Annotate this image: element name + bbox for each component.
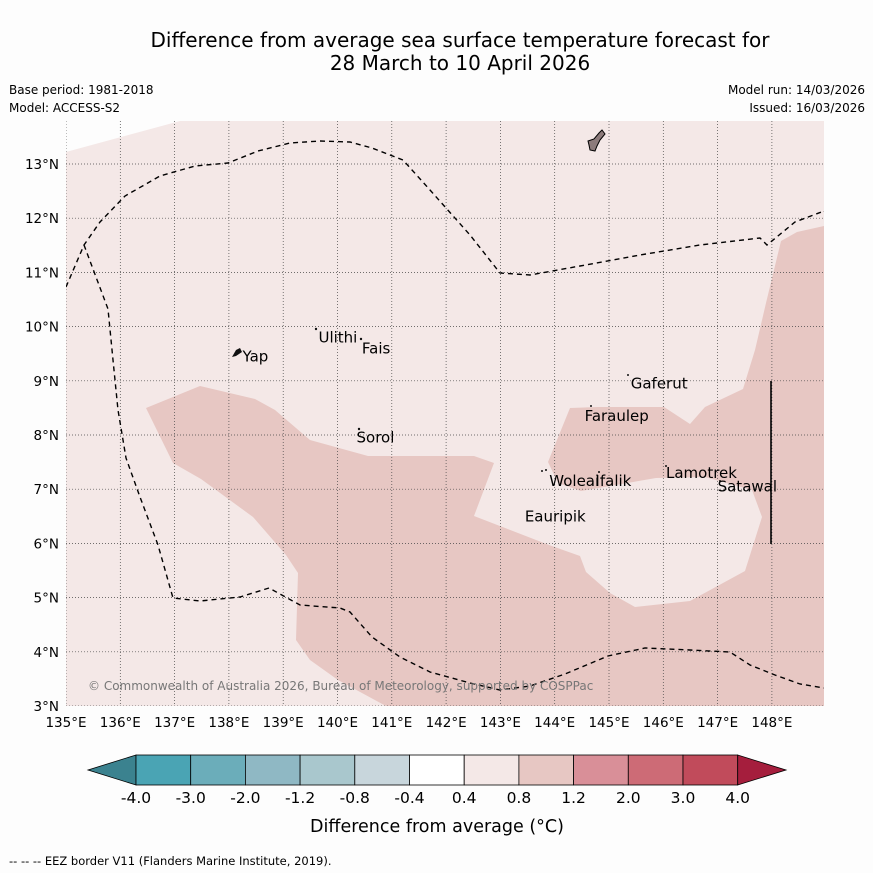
copyright-notice: © Commonwealth of Australia 2026, Bureau… — [88, 679, 593, 693]
colorbar-segment — [518, 754, 575, 786]
place-label-yap: Yap — [241, 347, 268, 365]
y-tick-label: 11°N — [25, 265, 59, 281]
y-tick-label: 10°N — [25, 320, 59, 336]
y-axis-ticks: 3°N 4°N 5°N 6°N 7°N 8°N 9°N 10°N 11°N 12°N 13°N — [25, 157, 59, 715]
y-tick-label: 5°N — [34, 591, 59, 607]
x-tick-label: 138°E — [208, 715, 249, 731]
anomaly-region-south — [146, 226, 824, 706]
x-axis-ticks: 135°E 136°E 137°E 138°E 139°E 140°E 141°E 142°E… — [45, 715, 792, 731]
y-tick-label: 8°N — [34, 428, 59, 444]
colorbar-title: Difference from average (°C) — [310, 817, 564, 837]
colorbar-tick-label: -0.4 — [394, 789, 424, 807]
place-label-fais: Fais — [362, 339, 391, 357]
eez-border — [66, 140, 824, 691]
y-tick-label: 13°N — [25, 157, 59, 173]
gaferut-island — [627, 374, 629, 376]
model-run: Model run: 14/03/2026 — [727, 83, 865, 97]
colorbar: -4.0 -3.0 -2.0 -1.2 -0.8 -0.4 0.4 0.8 1.2 2.0 3.0 4… — [86, 754, 788, 807]
map-corner-blank — [0, 0, 200, 121]
x-tick-label: 147°E — [697, 715, 738, 731]
colorbar-segment — [354, 754, 410, 786]
colorbar-tick-label: 4.0 — [725, 789, 750, 807]
satawal-island — [719, 480, 721, 482]
lamotrek-atoll — [665, 465, 667, 467]
place-label-eauripik: Eauripik — [525, 507, 586, 525]
colorbar-tick-label: -2.0 — [230, 789, 260, 807]
colorbar-tick-label: -4.0 — [121, 789, 151, 807]
map-title-line2: 28 March to 10 April 2026 — [329, 51, 591, 75]
guam-island — [587, 129, 606, 152]
place-label-gaferut: Gaferut — [631, 375, 688, 393]
colorbar-segment — [244, 754, 301, 786]
colorbar-tick-label: 0.8 — [507, 789, 532, 807]
yap-island — [232, 348, 242, 357]
woleai-atoll-2 — [545, 469, 547, 471]
y-tick-label: 6°N — [34, 536, 59, 552]
colorbar-segment — [299, 754, 356, 786]
y-tick-label: 7°N — [34, 482, 59, 498]
x-tick-label: 144°E — [534, 715, 575, 731]
colorbar-extend-low — [86, 754, 137, 786]
place-label-satawal: Satawal — [718, 477, 777, 495]
ifalik-atoll — [598, 471, 600, 473]
x-tick-label: 142°E — [426, 715, 467, 731]
x-tick-label: 140°E — [317, 715, 358, 731]
fais-island — [359, 337, 363, 341]
x-tick-label: 139°E — [263, 715, 304, 731]
colorbar-tick-label: -3.0 — [176, 789, 206, 807]
colorbar-segment — [409, 754, 465, 786]
place-label-ifalik: Ifalik — [595, 472, 631, 490]
colorbar-tick-label: 2.0 — [616, 789, 641, 807]
colorbar-segment — [682, 754, 739, 786]
colorbar-extend-high — [737, 754, 788, 786]
map-grid — [66, 121, 824, 706]
x-tick-label: 143°E — [480, 715, 521, 731]
colorbar-segment — [627, 754, 684, 786]
x-tick-label: 135°E — [45, 715, 86, 731]
place-labels: Yap Ulithi Fais Gaferut Faraulep Sorol WoleaiI… — [241, 328, 777, 525]
x-tick-label: 137°E — [154, 715, 195, 731]
map-area: Yap Ulithi Fais Gaferut Faraulep Sorol WoleaiI… — [0, 0, 824, 706]
x-tick-label: 146°E — [643, 715, 684, 731]
y-tick-label: 3°N — [34, 699, 59, 715]
x-tick-label: 145°E — [588, 715, 629, 731]
x-tick-label: 148°E — [751, 715, 792, 731]
map-corner-mask — [66, 121, 180, 152]
issued-date: Issued: 16/03/2026 — [749, 101, 865, 115]
model-name: Model: ACCESS-S2 — [9, 101, 121, 115]
colorbar-segment — [190, 754, 246, 786]
base-period: Base period: 1981-2018 — [9, 83, 154, 97]
place-label-ulithi: Ulithi — [318, 328, 357, 346]
colorbar-tick-label: 3.0 — [671, 789, 696, 807]
colorbar-segment — [135, 754, 192, 786]
y-tick-label: 4°N — [34, 645, 59, 661]
place-label-faraulep: Faraulep — [585, 407, 649, 425]
y-tick-label: 12°N — [25, 211, 59, 227]
map-title-line1: Difference from average sea surface temp… — [150, 28, 770, 52]
place-label-woleai: Woleai — [549, 472, 599, 490]
woleai-atoll — [541, 470, 543, 472]
ulithi-atoll — [314, 327, 318, 331]
colorbar-segment — [463, 754, 520, 786]
eez-footnote: -- -- -- EEZ border V11 (Flanders Marine… — [9, 854, 332, 868]
x-tick-label: 136°E — [100, 715, 141, 731]
x-tick-label: 141°E — [371, 715, 412, 731]
colorbar-tick-label: 0.4 — [452, 789, 477, 807]
place-label-lamotrek: Lamotrek — [666, 464, 737, 482]
colorbar-tick-label: 1.2 — [561, 789, 586, 807]
place-label-sorol: Sorol — [357, 429, 395, 447]
colorbar-tick-label: -1.2 — [285, 789, 315, 807]
faraulep-atoll — [590, 405, 592, 407]
colorbar-tick-label: -0.8 — [340, 789, 370, 807]
colorbar-segment — [573, 754, 629, 786]
y-tick-label: 9°N — [34, 374, 59, 390]
sorol-atoll — [357, 427, 361, 431]
